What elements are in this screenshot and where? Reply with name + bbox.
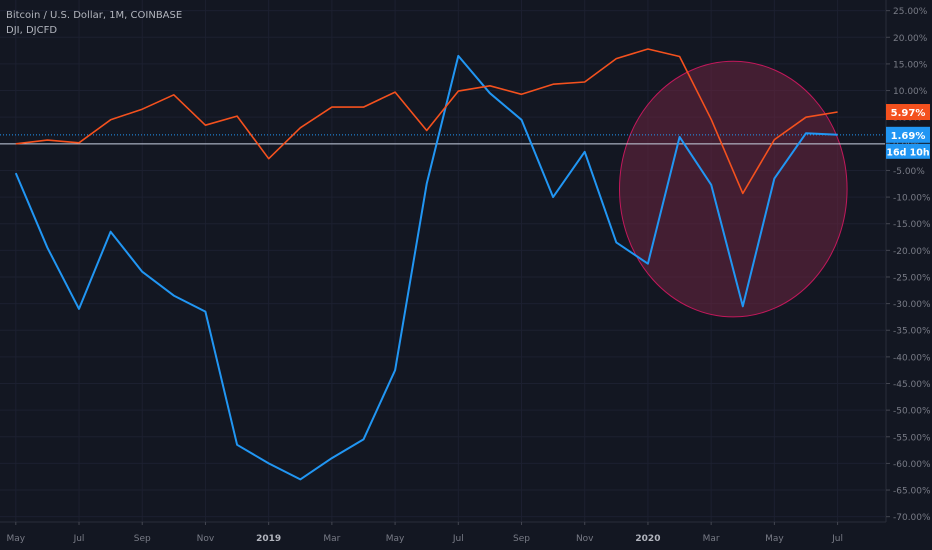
- data-point: [236, 116, 237, 117]
- x-tick-label: Nov: [197, 534, 215, 544]
- y-tick-label: -30.00%: [893, 300, 931, 310]
- y-tick-label: -5.00%: [893, 167, 925, 177]
- data-point: [521, 94, 522, 95]
- data-point: [47, 247, 48, 248]
- data-point: [47, 139, 48, 140]
- data-point: [584, 81, 585, 82]
- data-point: [142, 271, 143, 272]
- y-tick-label: -35.00%: [893, 327, 931, 337]
- x-tick-label: May: [765, 534, 784, 544]
- highlight-ellipse: [619, 60, 848, 318]
- price-tag: [886, 126, 930, 143]
- price-tag: [886, 104, 930, 121]
- data-point: [78, 142, 79, 143]
- y-tick-label: -65.00%: [893, 487, 931, 497]
- y-tick-label: -25.00%: [893, 273, 931, 283]
- y-tick-label: -70.00%: [893, 513, 931, 523]
- data-point: [774, 178, 775, 179]
- data-point: [205, 311, 206, 312]
- data-point: [173, 295, 174, 296]
- y-tick-label: -20.00%: [893, 247, 931, 257]
- x-tick-label: Jul: [831, 534, 843, 544]
- data-point: [363, 106, 364, 107]
- data-point: [142, 109, 143, 110]
- countdown-tag: [886, 143, 930, 159]
- data-point: [489, 85, 490, 86]
- x-tick-label: Nov: [576, 534, 594, 544]
- x-tick-label: May: [6, 534, 25, 544]
- data-point: [110, 231, 111, 232]
- data-point: [300, 479, 301, 480]
- data-point: [616, 58, 617, 59]
- x-tick-label: May: [386, 534, 405, 544]
- data-point: [679, 136, 680, 137]
- y-tick-label: -55.00%: [893, 433, 931, 443]
- x-tick-label: Mar: [323, 534, 340, 544]
- series-line-0[interactable]: [14, 54, 838, 481]
- data-point: [711, 119, 712, 120]
- data-point: [110, 119, 111, 120]
- data-point: [78, 308, 79, 309]
- countdown-label: 16d 10h: [886, 147, 930, 158]
- x-tick-label: Jul: [73, 534, 85, 544]
- data-point: [331, 457, 332, 458]
- data-point: [584, 151, 585, 152]
- data-point: [805, 117, 806, 118]
- data-point: [774, 139, 775, 140]
- y-tick-label: -50.00%: [893, 407, 931, 417]
- data-point: [489, 93, 490, 94]
- y-tick-label: 15.00%: [893, 60, 928, 70]
- price-tag-label: 5.97%: [891, 108, 926, 119]
- data-point: [173, 94, 174, 95]
- x-tick-label: Jul: [452, 534, 464, 544]
- data-point: [268, 463, 269, 464]
- data-point: [15, 173, 16, 174]
- data-point: [426, 130, 427, 131]
- x-tick-label: Sep: [134, 534, 151, 544]
- x-tick-label: 2019: [256, 534, 281, 544]
- chart-legend: Bitcoin / U.S. Dollar, 1M, COINBASE DJI,…: [6, 8, 182, 38]
- y-tick-label: -10.00%: [893, 194, 931, 204]
- data-point: [394, 92, 395, 93]
- y-tick-label: -45.00%: [893, 380, 931, 390]
- data-point: [742, 193, 743, 194]
- data-point: [837, 111, 838, 112]
- y-tick-label: -60.00%: [893, 460, 931, 470]
- x-tick-label: 2020: [635, 534, 660, 544]
- data-point: [331, 106, 332, 107]
- data-point: [837, 134, 838, 135]
- y-tick-label: 20.00%: [893, 34, 928, 44]
- y-tick-label: 10.00%: [893, 87, 928, 97]
- data-point: [205, 125, 206, 126]
- data-point: [268, 158, 269, 159]
- data-point: [742, 306, 743, 307]
- series-line-1[interactable]: [15, 48, 838, 195]
- data-point: [394, 370, 395, 371]
- data-point: [553, 84, 554, 85]
- price-tag-label: 1.69%: [891, 131, 926, 142]
- y-tick-label: -15.00%: [893, 220, 931, 230]
- x-tick-label: Sep: [513, 534, 530, 544]
- data-point: [521, 119, 522, 120]
- legend-symbol-bitcoin: Bitcoin / U.S. Dollar, 1M, COINBASE: [6, 10, 183, 21]
- y-tick-label: -40.00%: [893, 353, 931, 363]
- data-point: [458, 90, 459, 91]
- data-point: [426, 183, 427, 184]
- data-point: [15, 143, 16, 144]
- data-point: [458, 55, 459, 56]
- data-point: [647, 48, 648, 49]
- data-point: [647, 263, 648, 264]
- y-tick-label: 25.00%: [893, 7, 928, 17]
- x-tick-label: Mar: [703, 534, 720, 544]
- data-point: [711, 184, 712, 185]
- legend-symbol-dji: DJI, DJCFD: [6, 25, 58, 36]
- data-point: [236, 444, 237, 445]
- data-point: [300, 127, 301, 128]
- data-point: [363, 439, 364, 440]
- data-point: [553, 196, 554, 197]
- data-point: [679, 56, 680, 57]
- data-point: [805, 133, 806, 134]
- data-point: [616, 242, 617, 243]
